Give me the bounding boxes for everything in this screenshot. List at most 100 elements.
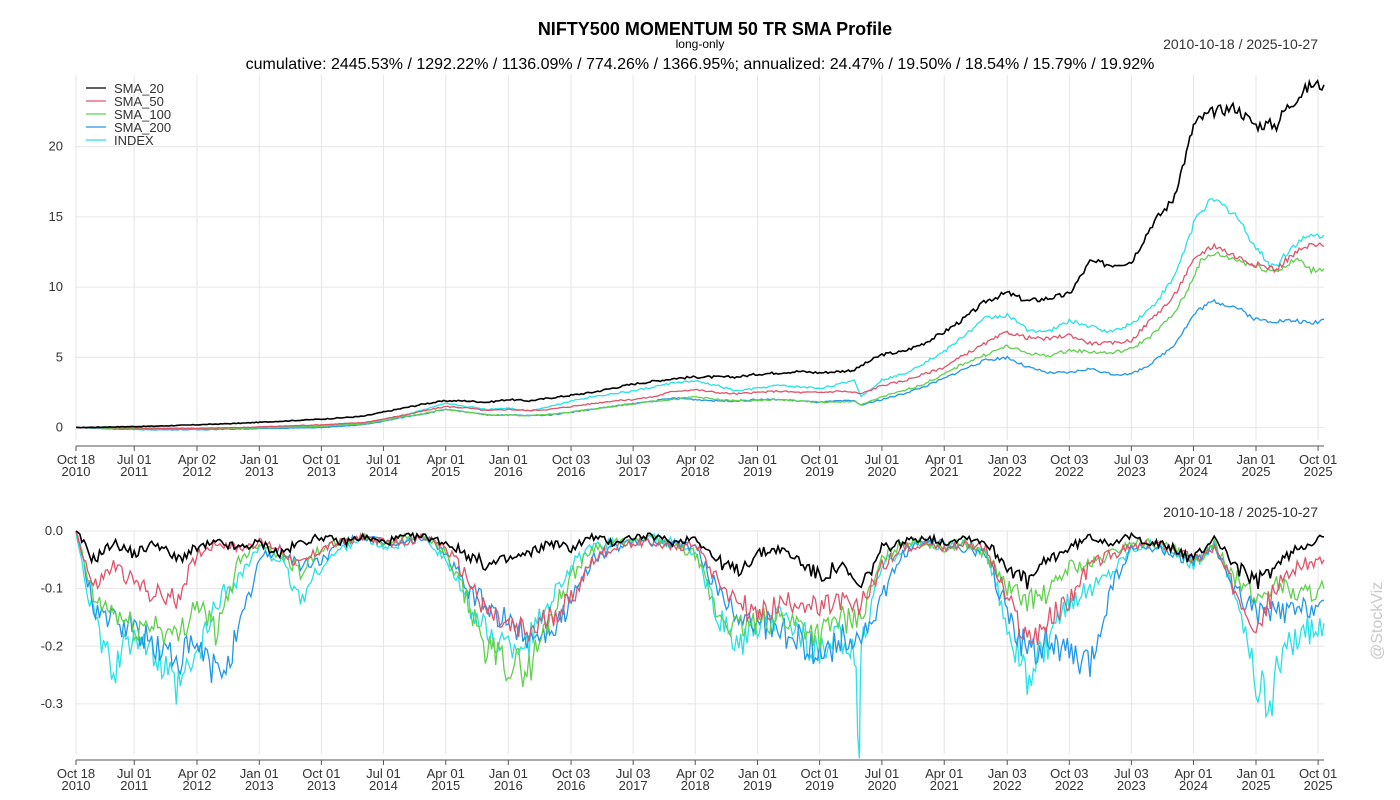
x-tick-label: Apr 01 bbox=[925, 766, 963, 781]
x-tick-label: Oct 03 bbox=[1050, 766, 1088, 781]
x-tick-year: 2013 bbox=[245, 778, 274, 793]
x-tick-year: 2022 bbox=[1055, 464, 1084, 479]
x-tick-label: Apr 01 bbox=[1174, 766, 1212, 781]
legend-label: INDEX bbox=[114, 133, 154, 148]
x-tick-label: Jul 01 bbox=[117, 766, 152, 781]
y-tick-label: 20 bbox=[49, 139, 63, 154]
x-tick-label: Jan 01 bbox=[1236, 766, 1275, 781]
x-tick-year: 2023 bbox=[1117, 778, 1146, 793]
x-tick-year: 2012 bbox=[183, 778, 212, 793]
x-tick-year: 2018 bbox=[681, 464, 710, 479]
top-date-range: 2010-10-18 / 2025-10-27 bbox=[1163, 36, 1318, 52]
x-tick-label: Oct 03 bbox=[552, 766, 590, 781]
x-tick-year: 2022 bbox=[993, 464, 1022, 479]
x-tick-label: Oct 03 bbox=[1050, 452, 1088, 467]
y-tick-label: -0.1 bbox=[41, 581, 63, 596]
x-tick-label: Jan 01 bbox=[738, 766, 777, 781]
x-tick-year: 2016 bbox=[557, 778, 586, 793]
chart-subtitle: long-only bbox=[676, 37, 725, 51]
drawdown-line-sma-20 bbox=[75, 530, 1325, 590]
x-tick-year: 2014 bbox=[369, 778, 398, 793]
x-tick-label: Jul 01 bbox=[865, 766, 900, 781]
series-line-sma-20 bbox=[75, 78, 1325, 429]
x-tick-year: 2024 bbox=[1179, 778, 1208, 793]
x-tick-year: 2017 bbox=[619, 464, 648, 479]
bottom-series-lines bbox=[75, 530, 1325, 759]
drawdown-line-sma-200 bbox=[75, 531, 1325, 683]
x-tick-year: 2016 bbox=[494, 464, 523, 479]
y-tick-label: 15 bbox=[49, 209, 63, 224]
series-line-index bbox=[75, 198, 1325, 431]
x-tick-year: 2010 bbox=[62, 464, 91, 479]
x-tick-label: Apr 02 bbox=[676, 452, 714, 467]
bottom-y-axis: 0.0 -0.1 -0.2 -0.3 bbox=[41, 523, 63, 711]
x-tick-label: Oct 18 bbox=[57, 452, 95, 467]
x-tick-label: Jul 03 bbox=[616, 452, 651, 467]
x-tick-year: 2018 bbox=[681, 778, 710, 793]
x-tick-label: Jan 01 bbox=[489, 452, 528, 467]
x-tick-label: Apr 01 bbox=[427, 452, 465, 467]
x-tick-year: 2020 bbox=[867, 464, 896, 479]
x-tick-label: Apr 01 bbox=[427, 766, 465, 781]
legend-label: SMA_200 bbox=[114, 120, 171, 135]
y-tick-label: 10 bbox=[49, 279, 63, 294]
x-tick-year: 2013 bbox=[307, 778, 336, 793]
x-tick-label: Apr 01 bbox=[925, 452, 963, 467]
x-tick-year: 2019 bbox=[743, 464, 772, 479]
x-tick-label: Oct 01 bbox=[302, 452, 340, 467]
legend-label: SMA_50 bbox=[114, 94, 164, 109]
x-tick-label: Jan 01 bbox=[240, 766, 279, 781]
x-tick-label: Jan 03 bbox=[988, 766, 1027, 781]
x-tick-label: Oct 01 bbox=[1299, 766, 1337, 781]
x-tick-year: 2013 bbox=[245, 464, 274, 479]
x-tick-label: Oct 01 bbox=[1299, 452, 1337, 467]
x-tick-label: Jul 01 bbox=[865, 452, 900, 467]
x-tick-label: Jul 01 bbox=[117, 452, 152, 467]
x-tick-label: Oct 01 bbox=[302, 766, 340, 781]
bottom-date-range: 2010-10-18 / 2025-10-27 bbox=[1163, 504, 1318, 520]
chart-title: NIFTY500 MOMENTUM 50 TR SMA Profile bbox=[538, 19, 892, 39]
y-tick-label: 0.0 bbox=[45, 523, 63, 538]
x-tick-label: Jan 01 bbox=[489, 766, 528, 781]
x-tick-label: Oct 01 bbox=[800, 452, 838, 467]
x-tick-label: Apr 02 bbox=[178, 452, 216, 467]
x-tick-label: Jul 03 bbox=[616, 766, 651, 781]
x-tick-year: 2023 bbox=[1117, 464, 1146, 479]
y-tick-label: -0.3 bbox=[41, 696, 63, 711]
x-tick-year: 2011 bbox=[120, 778, 148, 793]
x-tick-label: Jul 01 bbox=[366, 766, 401, 781]
x-tick-year: 2017 bbox=[619, 778, 648, 793]
x-tick-label: Jan 01 bbox=[738, 452, 777, 467]
x-tick-year: 2021 bbox=[930, 778, 959, 793]
y-tick-label: 0 bbox=[56, 420, 63, 435]
x-tick-label: Apr 02 bbox=[676, 766, 714, 781]
series-line-sma-50 bbox=[75, 242, 1325, 430]
x-tick-year: 2011 bbox=[120, 464, 148, 479]
x-tick-label: Oct 18 bbox=[57, 766, 95, 781]
x-tick-label: Jul 03 bbox=[1114, 766, 1149, 781]
x-tick-label: Apr 02 bbox=[178, 766, 216, 781]
x-tick-year: 2015 bbox=[431, 778, 460, 793]
x-tick-year: 2019 bbox=[805, 778, 834, 793]
x-tick-year: 2012 bbox=[183, 464, 212, 479]
x-tick-year: 2013 bbox=[307, 464, 336, 479]
x-tick-label: Jan 01 bbox=[1236, 452, 1275, 467]
top-series-lines bbox=[75, 78, 1325, 431]
watermark: @StockViz bbox=[1369, 582, 1386, 660]
series-line-sma-100 bbox=[75, 251, 1325, 430]
x-tick-year: 2022 bbox=[993, 778, 1022, 793]
series-line-sma-200 bbox=[75, 298, 1325, 431]
x-tick-year: 2019 bbox=[805, 464, 834, 479]
y-tick-label: -0.2 bbox=[41, 638, 63, 653]
x-tick-year: 2025 bbox=[1242, 464, 1271, 479]
x-tick-year: 2019 bbox=[743, 778, 772, 793]
bottom-gridlines bbox=[75, 530, 1324, 754]
y-tick-label: 5 bbox=[56, 349, 63, 364]
x-tick-year: 2022 bbox=[1055, 778, 1084, 793]
x-tick-label: Oct 01 bbox=[800, 766, 838, 781]
